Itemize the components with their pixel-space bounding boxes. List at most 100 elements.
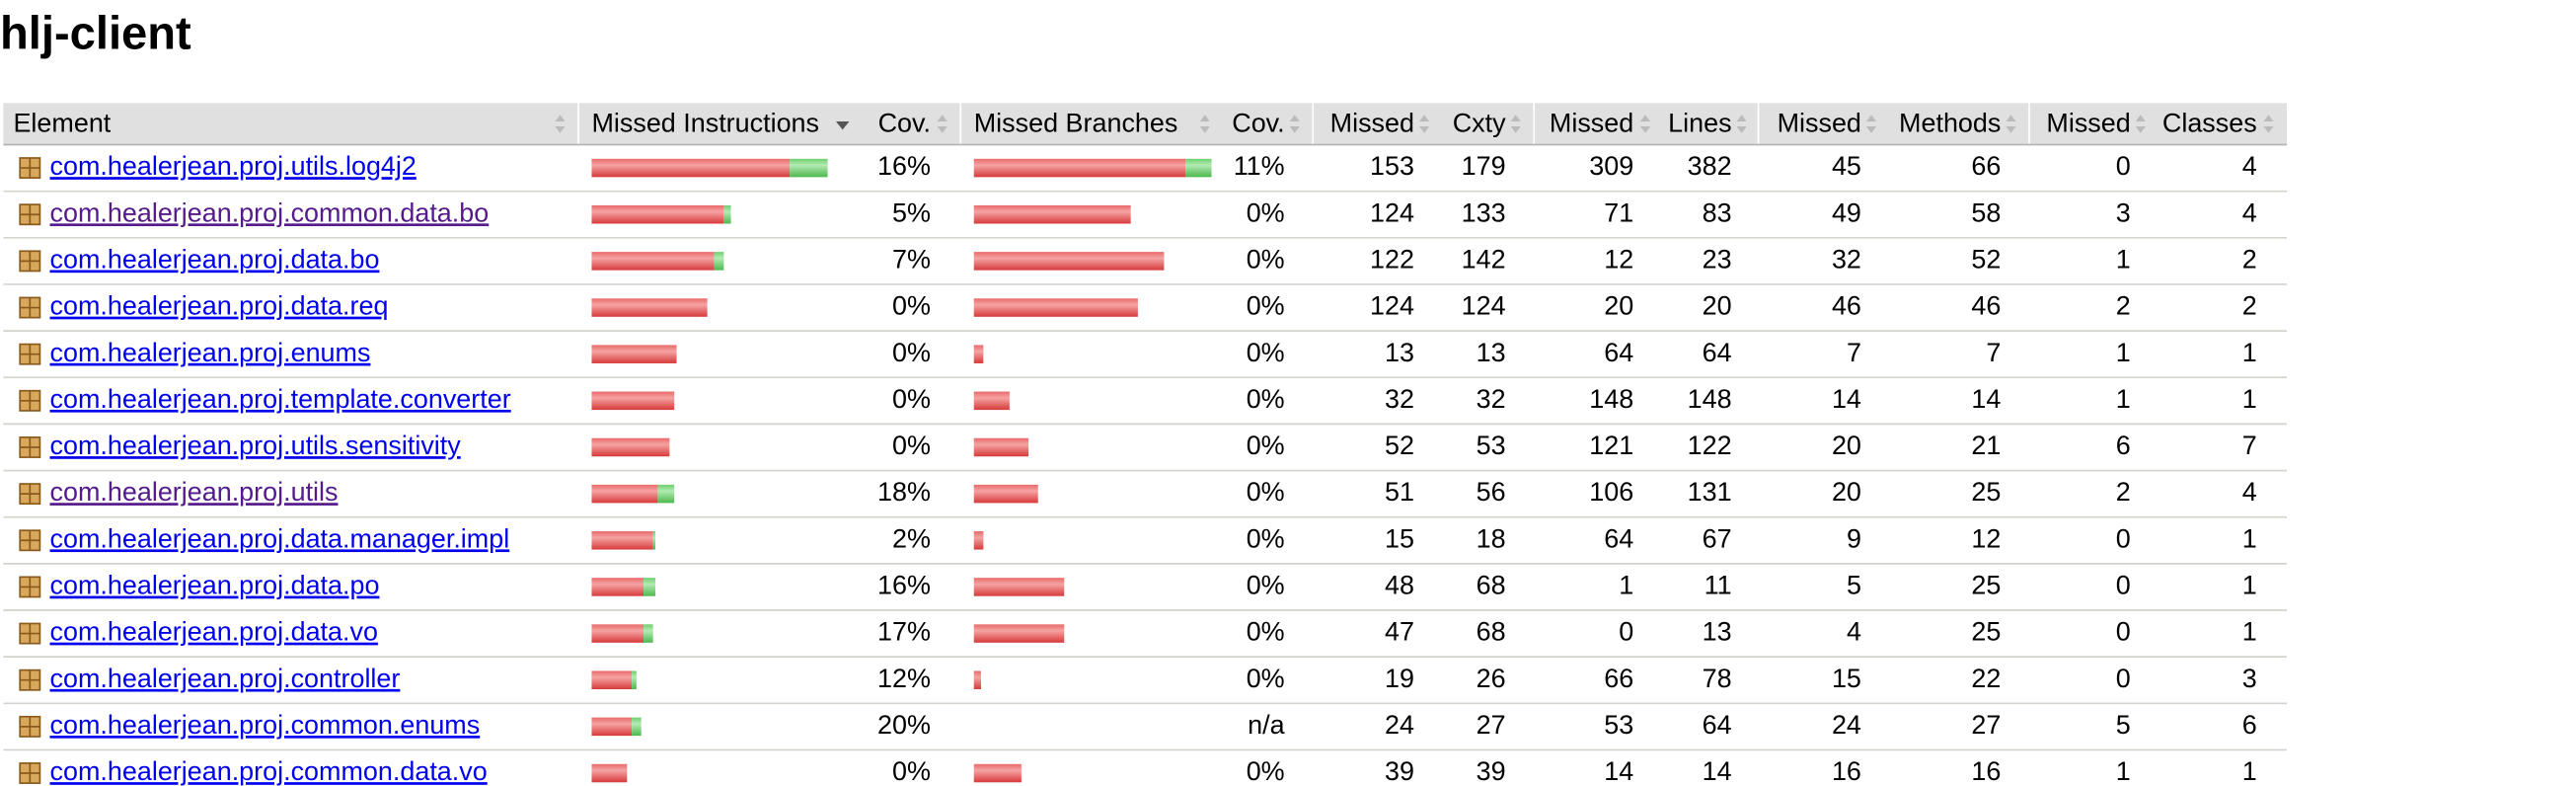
cell: 0% (892, 431, 931, 460)
cell: 148 (1589, 384, 1633, 414)
cell: 22 (1971, 664, 2001, 693)
cell: 1 (2242, 384, 2257, 414)
cell: 52 (1971, 244, 2001, 274)
cell: 56 (1477, 477, 1506, 507)
cell: 309 (1589, 151, 1633, 181)
package-link[interactable]: com.healerjean.proj.utils.log4j2 (50, 151, 417, 181)
package-link[interactable]: com.healerjean.proj.utils (50, 477, 339, 507)
cell: 4 (2242, 197, 2257, 227)
cell: 68 (1477, 571, 1506, 600)
package-link[interactable]: com.healerjean.proj.common.data.vo (50, 756, 488, 786)
missed-bar (591, 204, 724, 224)
cell: 0% (1247, 477, 1285, 507)
cell: 142 (1462, 244, 1506, 274)
column-header[interactable]: Missed Branches (974, 108, 1178, 137)
column-header[interactable]: Missed (1778, 108, 1861, 137)
column-header[interactable]: Cxty (1453, 108, 1506, 137)
cell: 7 (1847, 338, 1861, 367)
missed-bar (591, 298, 708, 317)
cell: 27 (1477, 710, 1506, 740)
missed-bar (591, 345, 677, 363)
missed-bar (973, 437, 1029, 457)
column-header[interactable]: Cov. (1232, 108, 1284, 137)
covered-bar (644, 578, 656, 596)
cell: 0% (892, 756, 931, 786)
sort-icon (937, 115, 947, 121)
cell: 39 (1477, 756, 1506, 786)
package-link[interactable]: com.healerjean.proj.data.req (50, 291, 389, 321)
sort-icon (2135, 125, 2146, 133)
missed-bar (591, 391, 675, 411)
package-link[interactable]: com.healerjean.proj.enums (50, 338, 371, 367)
column-header[interactable]: Missed (1550, 108, 1633, 137)
cell: 23 (1703, 244, 1732, 274)
sort-icon (835, 120, 850, 130)
cell: 106 (1589, 477, 1633, 507)
column-header[interactable]: Missed Instructions (591, 108, 819, 137)
missed-bar (973, 763, 1022, 783)
sort-icon (1199, 125, 1210, 133)
cell: 0% (1247, 431, 1285, 460)
package-link[interactable]: com.healerjean.proj.data.bo (50, 244, 380, 274)
cell: n/a (1248, 710, 1284, 740)
sort-icon (555, 115, 566, 121)
column-header[interactable]: Missed (2046, 108, 2130, 137)
sort-icon (1639, 125, 1651, 133)
cell: 7 (1986, 338, 2001, 367)
package-link[interactable]: com.healerjean.proj.data.vo (50, 617, 378, 647)
cell: 121 (1589, 431, 1633, 460)
sort-icon (1199, 115, 1210, 121)
covered-bar (1185, 158, 1212, 178)
column-header[interactable]: Element (13, 108, 111, 137)
cell: 124 (1370, 197, 1414, 227)
cell: 32 (1477, 384, 1506, 414)
sort-icon (1419, 115, 1430, 121)
column-header[interactable]: Cov. (878, 108, 931, 137)
missed-bar (973, 391, 1010, 411)
sort-icon (2263, 125, 2274, 133)
cell: 6 (2242, 710, 2257, 740)
missed-bar (973, 578, 1065, 596)
sort-icon (2006, 115, 2016, 121)
column-header[interactable]: Lines (1668, 108, 1731, 137)
cell: 0% (892, 291, 931, 321)
package-link[interactable]: com.healerjean.proj.template.converter (50, 384, 511, 414)
cell: 4 (2242, 151, 2257, 181)
sort-icon (1419, 125, 1430, 133)
cell: 1 (2242, 756, 2257, 786)
cell: 64 (1703, 338, 1732, 367)
package-link[interactable]: com.healerjean.proj.data.manager.impl (50, 523, 510, 553)
cell: 2 (2116, 291, 2131, 321)
column-header[interactable]: Missed (1330, 108, 1414, 137)
column-header[interactable]: Methods (1899, 108, 2001, 137)
sort-icon (2263, 115, 2274, 121)
cell: 58 (1971, 197, 2001, 227)
package-link[interactable]: com.healerjean.proj.controller (50, 664, 401, 693)
cell: 5 (1847, 571, 1861, 600)
cell: 4 (1847, 617, 1861, 647)
missed-bar (591, 531, 653, 550)
cell: 0 (1619, 617, 1633, 647)
sort-icon (2135, 115, 2146, 121)
cell: 49 (1832, 197, 1861, 227)
package-link[interactable]: com.healerjean.proj.common.enums (50, 710, 481, 740)
package-link[interactable]: com.healerjean.proj.utils.sensitivity (50, 431, 462, 460)
covered-bar (632, 670, 637, 689)
cell: 0 (2116, 571, 2131, 600)
column-header[interactable]: Classes (2162, 108, 2257, 137)
missed-bar (973, 345, 984, 363)
missed-bar (973, 670, 981, 689)
cell: 14 (1971, 384, 2001, 414)
cell: 1 (2116, 384, 2131, 414)
package-link[interactable]: com.healerjean.proj.common.data.bo (50, 197, 490, 227)
cell: 13 (1703, 617, 1732, 647)
cell: 64 (1703, 710, 1732, 740)
covered-bar (790, 158, 828, 178)
package-link[interactable]: com.healerjean.proj.data.po (50, 571, 380, 600)
cell: 1 (2242, 338, 2257, 367)
sort-icon (1865, 115, 1877, 121)
cell: 179 (1462, 151, 1506, 181)
cell: 16% (877, 151, 931, 181)
cell: 2 (2242, 291, 2257, 321)
